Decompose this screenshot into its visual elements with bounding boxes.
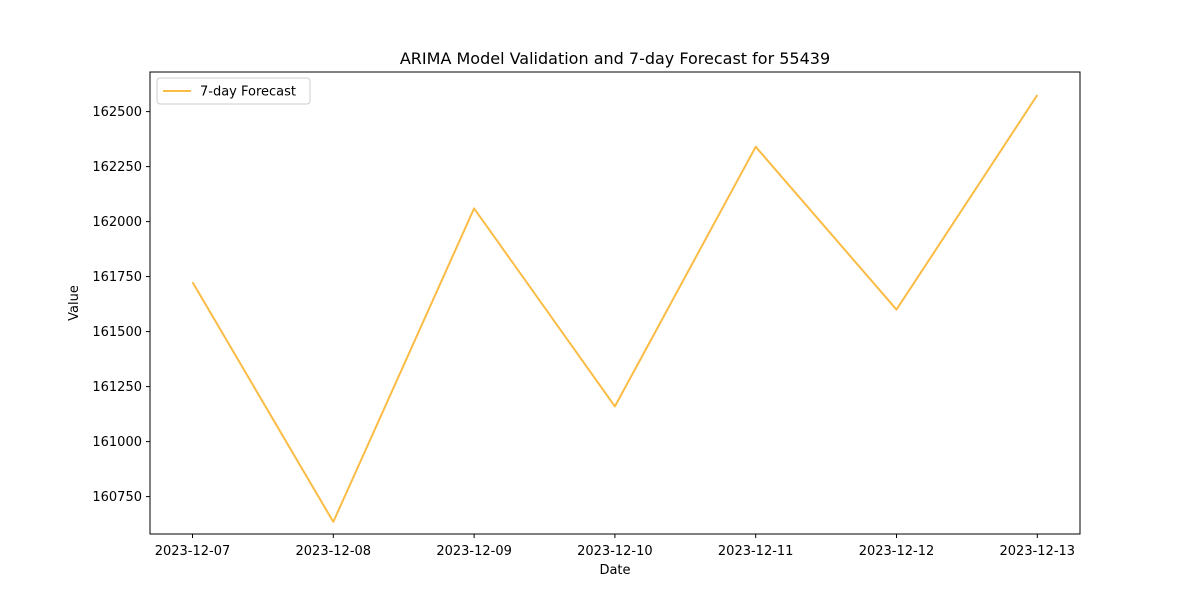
plot-area-frame [149, 71, 1081, 535]
series-lines [191, 94, 1039, 523]
x-tick-label: 2023-12-11 [718, 544, 794, 559]
series-line-7-day-forecast [191, 94, 1039, 523]
x-axis-ticks: 2023-12-07 2023-12-08 2023-12-09 2023-12-10… [155, 534, 1075, 559]
y-tick-label: 161750 [92, 270, 142, 285]
y-tick-label: 161500 [92, 325, 142, 340]
x-axis-label: Date [599, 563, 630, 578]
chart-title: ARIMA Model Validation and 7-day Forecas… [400, 49, 830, 68]
y-tick-label: 162000 [92, 215, 142, 230]
x-tick-label: 2023-12-10 [577, 544, 653, 559]
y-tick-label: 161000 [92, 435, 142, 450]
y-tick-label: 160750 [92, 490, 142, 505]
y-axis-ticks: 160750 161000 161250 161500 161750 162000 1622… [92, 105, 150, 505]
y-tick-label: 162250 [92, 160, 142, 175]
x-tick-label: 2023-12-13 [1000, 544, 1076, 559]
x-tick-label: 2023-12-07 [155, 544, 231, 559]
y-tick-label: 161250 [92, 380, 142, 395]
legend: 7-day Forecast [156, 77, 311, 105]
legend-box [156, 77, 311, 105]
x-tick-label: 2023-12-09 [436, 544, 512, 559]
y-tick-label: 162500 [92, 105, 142, 120]
x-tick-label: 2023-12-08 [296, 544, 372, 559]
legend-label: 7-day Forecast [200, 85, 296, 100]
y-axis-label: Value [67, 285, 82, 321]
x-tick-label: 2023-12-12 [859, 544, 935, 559]
